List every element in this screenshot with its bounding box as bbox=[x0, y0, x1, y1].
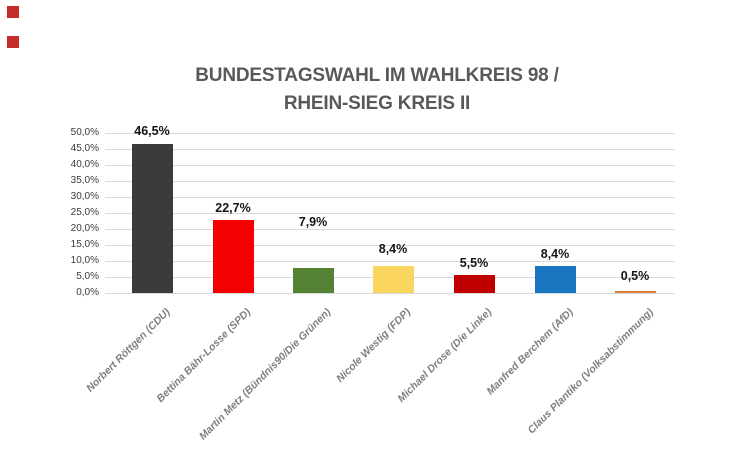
gridline bbox=[105, 197, 675, 198]
y-axis-tick-label: 10,0% bbox=[70, 255, 99, 266]
gridline bbox=[105, 293, 675, 294]
bar bbox=[373, 266, 414, 293]
x-axis-category-label: Claus Plantiko (Volksabstimmung) bbox=[525, 306, 656, 437]
y-axis-tick-label: 0,0% bbox=[76, 287, 99, 298]
x-axis-category-label: Manfred Berchem (AfD) bbox=[484, 306, 576, 398]
bar-value-label: 22,7% bbox=[215, 201, 251, 215]
bar bbox=[615, 291, 656, 293]
y-axis-tick-label: 25,0% bbox=[70, 207, 99, 218]
gridline bbox=[105, 261, 675, 262]
red-square-icon bbox=[7, 36, 19, 48]
bar-value-label: 8,4% bbox=[540, 247, 570, 261]
y-axis-tick-label: 40,0% bbox=[70, 159, 99, 170]
gridline bbox=[105, 149, 675, 150]
chart-title-line2: RHEIN-SIEG KREIS II bbox=[283, 93, 471, 114]
bar-value-label: 5,5% bbox=[459, 256, 489, 270]
bar-value-label: 0,5% bbox=[620, 269, 650, 283]
gridline bbox=[105, 245, 675, 246]
x-axis-category-label: Martin Metz (Bündnis90/Die Grünen) bbox=[197, 306, 334, 443]
bar-value-label: 8,4% bbox=[378, 242, 408, 256]
bar bbox=[454, 275, 495, 293]
gridline bbox=[105, 229, 675, 230]
x-axis-category-label: Norbert Röttgen (CDU) bbox=[83, 306, 173, 395]
x-axis-category-label: Michael Drose (Die Linke) bbox=[395, 306, 495, 405]
y-axis-tick-label: 50,0% bbox=[70, 127, 99, 138]
chart-title: BUNDESTAGSWAHL IM WAHLKREIS 98 / RHEIN-S… bbox=[0, 62, 754, 118]
y-axis-tick-label: 35,0% bbox=[70, 175, 99, 186]
bar-value-label: 46,5% bbox=[134, 124, 170, 138]
bar bbox=[293, 267, 334, 293]
bar bbox=[132, 144, 173, 293]
bar-value-label: 7,9% bbox=[298, 215, 328, 229]
x-axis-category-label: Nicole Westig (FDP) bbox=[334, 306, 414, 385]
y-axis-tick-label: 20,0% bbox=[70, 223, 99, 234]
red-square-icon bbox=[7, 6, 19, 18]
y-axis-tick-label: 30,0% bbox=[70, 191, 99, 202]
bar bbox=[535, 266, 576, 293]
bar bbox=[213, 220, 254, 293]
gridline bbox=[105, 181, 675, 182]
y-axis-tick-label: 45,0% bbox=[70, 143, 99, 154]
chart-title-line1: BUNDESTAGSWAHL IM WAHLKREIS 98 / bbox=[195, 65, 559, 86]
y-axis-tick-label: 5,0% bbox=[76, 271, 99, 282]
gridline bbox=[105, 133, 675, 134]
y-axis-tick-label: 15,0% bbox=[70, 239, 99, 250]
gridline bbox=[105, 213, 675, 214]
gridline bbox=[105, 165, 675, 166]
